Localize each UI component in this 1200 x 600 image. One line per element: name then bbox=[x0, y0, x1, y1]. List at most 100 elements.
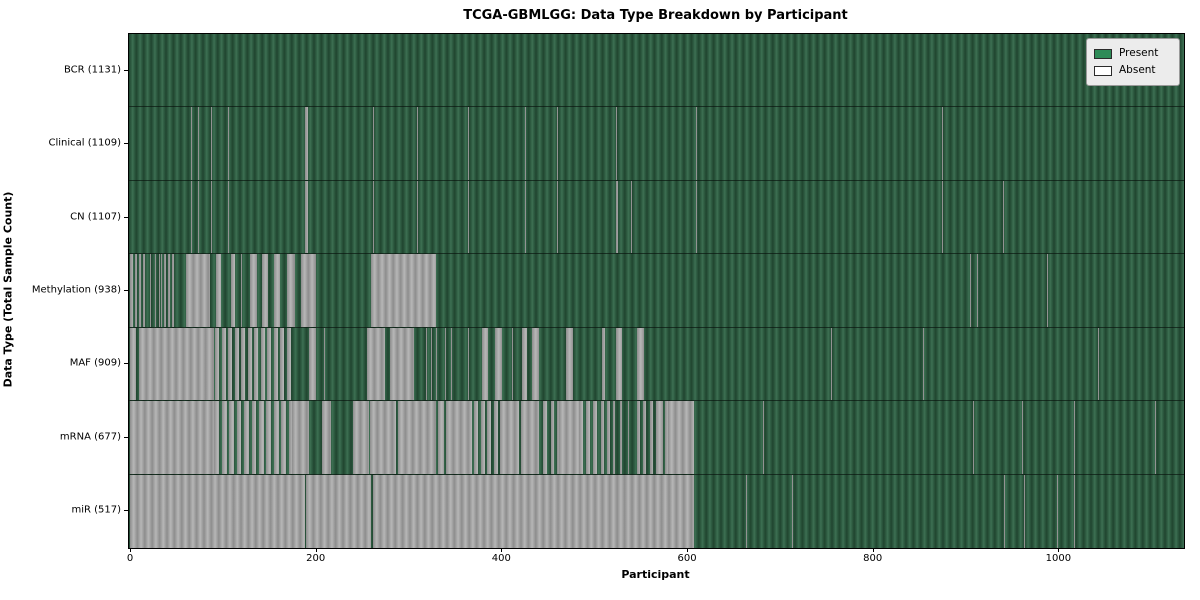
absent-segment bbox=[236, 401, 242, 474]
x-tick-label-1000: 1000 bbox=[1045, 553, 1072, 564]
absent-segment bbox=[1024, 474, 1025, 548]
absent-segment bbox=[543, 401, 547, 474]
absent-segment bbox=[228, 180, 230, 254]
absent-segment bbox=[267, 327, 272, 401]
y-tick-mark bbox=[124, 437, 128, 438]
absent-segment bbox=[600, 401, 605, 474]
absent-segment bbox=[557, 180, 558, 254]
absent-segment bbox=[636, 401, 640, 474]
absent-segment bbox=[280, 327, 285, 401]
absent-segment bbox=[1074, 474, 1076, 548]
absent-segment bbox=[763, 401, 765, 474]
absent-segment bbox=[628, 327, 630, 401]
absent-segment bbox=[130, 474, 305, 548]
absent-segment bbox=[197, 107, 199, 180]
absent-segment bbox=[288, 401, 293, 474]
absent-segment bbox=[643, 401, 647, 474]
absent-segment bbox=[234, 327, 239, 401]
absent-segment bbox=[467, 327, 469, 401]
plot-area bbox=[128, 33, 1185, 549]
absent-segment bbox=[474, 401, 479, 474]
absent-segment bbox=[191, 107, 193, 180]
row-clinical bbox=[129, 107, 1184, 181]
row-cn bbox=[129, 180, 1184, 255]
absent-segment bbox=[664, 401, 668, 474]
absent-segment bbox=[494, 327, 503, 401]
absent-segment bbox=[130, 401, 215, 474]
y-tick-label-mir: miR (517) bbox=[71, 504, 121, 516]
y-tick-label-cn: CN (1107) bbox=[70, 211, 121, 223]
absent-segment bbox=[150, 254, 152, 327]
absent-segment bbox=[942, 180, 944, 254]
absent-segment bbox=[627, 401, 630, 474]
absent-segment bbox=[550, 401, 555, 474]
y-tick-label-maf: MAF (909) bbox=[69, 357, 121, 369]
absent-segment bbox=[286, 254, 296, 327]
absent-segment bbox=[259, 401, 264, 474]
x-tick-label-400: 400 bbox=[491, 553, 511, 564]
absent-segment bbox=[164, 254, 167, 327]
absent-segment bbox=[444, 327, 446, 401]
absent-segment bbox=[373, 474, 695, 548]
x-tick-label-200: 200 bbox=[306, 553, 326, 564]
absent-segment bbox=[601, 327, 606, 401]
absent-segment bbox=[216, 254, 221, 327]
absent-segment bbox=[139, 327, 215, 401]
absent-segment bbox=[576, 327, 578, 401]
absent-segment bbox=[371, 254, 437, 327]
absent-segment bbox=[696, 180, 698, 254]
absent-segment bbox=[512, 327, 514, 401]
legend: Present Absent bbox=[1086, 38, 1180, 86]
absent-segment bbox=[500, 401, 519, 474]
absent-segment bbox=[273, 254, 281, 327]
absent-segment bbox=[171, 254, 174, 327]
absent-segment bbox=[1069, 107, 1071, 180]
absent-segment bbox=[521, 327, 528, 401]
absent-segment bbox=[557, 107, 558, 180]
absent-segment bbox=[322, 401, 331, 474]
absent-segment bbox=[228, 107, 230, 180]
absent-segment bbox=[593, 401, 597, 474]
absent-segment bbox=[970, 254, 972, 327]
absent-segment bbox=[306, 474, 372, 548]
absent-segment bbox=[656, 401, 663, 474]
absent-segment bbox=[557, 401, 559, 474]
absent-segment bbox=[158, 254, 160, 327]
x-axis-label: Participant bbox=[621, 568, 690, 581]
absent-segment bbox=[942, 107, 944, 180]
absent-segment bbox=[830, 327, 832, 401]
absent-segment bbox=[292, 401, 310, 474]
absent-segment bbox=[228, 327, 233, 401]
absent-segment bbox=[249, 254, 258, 327]
absent-segment bbox=[221, 327, 226, 401]
absent-segment bbox=[719, 401, 721, 474]
absent-segment bbox=[373, 180, 375, 254]
absent-segment bbox=[649, 401, 653, 474]
absent-segment bbox=[487, 401, 492, 474]
absent-segment bbox=[254, 327, 259, 401]
absent-segment bbox=[300, 254, 316, 327]
x-tick-label-600: 600 bbox=[677, 553, 697, 564]
y-tick-mark bbox=[124, 143, 128, 144]
absent-segment bbox=[273, 401, 279, 474]
absent-segment bbox=[231, 254, 235, 327]
absent-segment bbox=[389, 327, 415, 401]
absent-segment bbox=[168, 254, 170, 327]
absent-segment bbox=[352, 401, 367, 474]
absent-segment bbox=[160, 254, 163, 327]
absent-segment bbox=[210, 180, 212, 254]
absent-segment bbox=[241, 254, 243, 327]
absent-segment bbox=[615, 180, 619, 254]
row-mrna bbox=[129, 401, 1184, 475]
absent-segment bbox=[324, 327, 325, 401]
absent-segment bbox=[369, 401, 397, 474]
absent-segment bbox=[451, 327, 453, 401]
y-tick-label-bcr: BCR (1131) bbox=[63, 64, 121, 76]
present-swatch-icon bbox=[1094, 48, 1112, 59]
row-bcr bbox=[129, 34, 1184, 108]
absent-segment bbox=[467, 107, 469, 180]
absent-segment bbox=[585, 401, 590, 474]
absent-segment bbox=[281, 401, 286, 474]
absent-segment bbox=[467, 180, 469, 254]
absent-segment bbox=[1047, 254, 1049, 327]
